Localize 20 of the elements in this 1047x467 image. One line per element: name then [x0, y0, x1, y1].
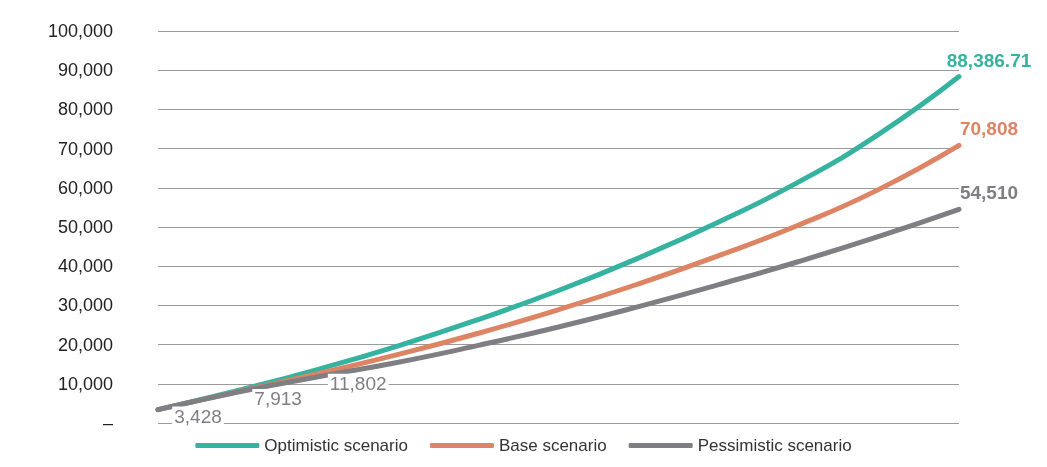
data-label: 54,510 — [959, 182, 1019, 204]
y-tick-label: – — [102, 413, 113, 433]
data-label: 11,802 — [329, 372, 387, 394]
data-label: 88,386.71 — [946, 49, 1032, 71]
data-label: 7,913 — [254, 387, 302, 409]
y-tick-label: 10,000 — [57, 373, 113, 394]
y-tick-label: 100,000 — [47, 21, 113, 41]
y-tick-label: 20,000 — [57, 334, 113, 355]
y-tick-label: 50,000 — [57, 217, 113, 237]
y-tick-label: 70,000 — [57, 138, 113, 159]
legend-label: Base scenario — [498, 436, 607, 455]
legend-label: Optimistic scenario — [264, 436, 408, 455]
y-tick-label: 90,000 — [57, 60, 113, 81]
y-tick-label: 40,000 — [57, 256, 113, 277]
data-label: 3,428 — [174, 405, 222, 427]
y-tick-label: 80,000 — [57, 99, 113, 120]
data-label: 70,808 — [959, 118, 1019, 140]
legend-label: Pessimistic scenario — [697, 436, 852, 455]
y-tick-label: 60,000 — [57, 177, 113, 198]
y-tick-label: 30,000 — [57, 295, 113, 316]
